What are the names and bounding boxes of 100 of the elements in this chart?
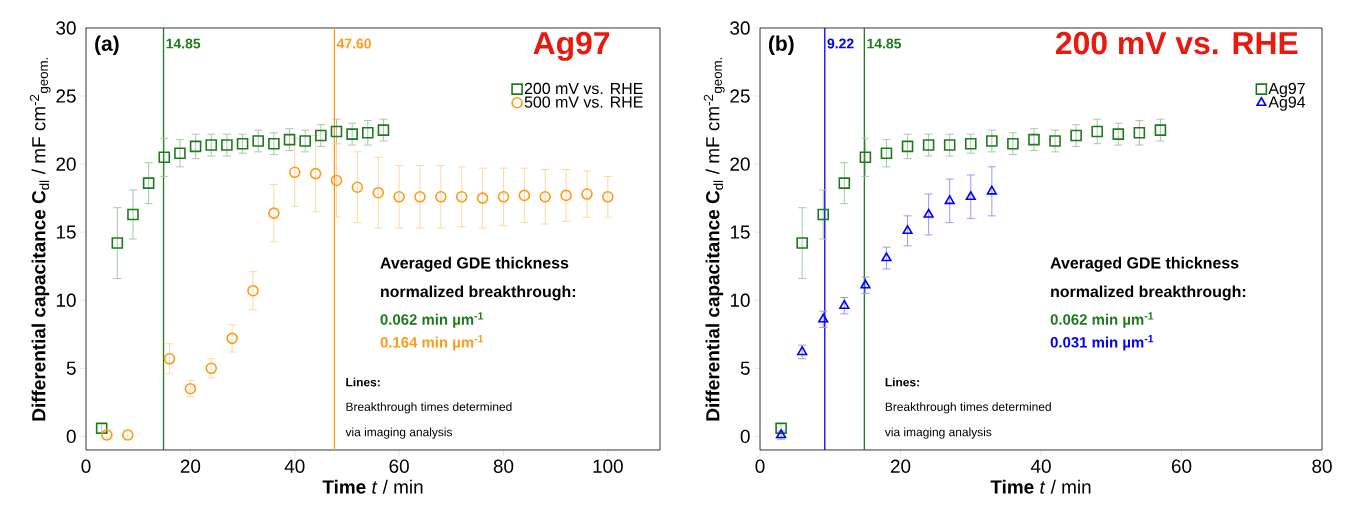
point [351,181,364,194]
y-tick-label: 10 [56,293,76,307]
point [964,137,977,150]
legend-label: 200 mV vs. RHE [524,82,643,95]
x-tick-label: 20 [180,459,201,473]
legend-label: Ag97 [1268,82,1305,98]
point [142,177,155,189]
point [414,190,426,203]
point [1028,133,1040,146]
point [602,190,614,203]
x-tick-label: 40 [1030,459,1051,473]
x-axis-title: Time t / min [322,479,423,494]
point [1007,137,1019,150]
point [247,284,259,297]
point [393,190,405,203]
point [880,147,893,160]
annotation: (b) [769,35,794,56]
point [111,237,124,249]
annotation: Averaged GDE thickness [1050,256,1239,272]
y-tick-label: 0 [740,429,750,444]
x-tick-label: 20 [890,459,911,473]
point [1133,127,1146,139]
y-axis-title: Differential capacitance C$_{dl}$ / mF cm$^{-2}$geom. [703,57,725,421]
y-tick-label: 15 [56,225,76,239]
point [986,185,997,195]
annotation: Lines: [346,377,380,387]
point [288,166,301,179]
annotation: 0.062 min µm$^{-1}$ [380,312,484,328]
point [346,128,358,140]
point [476,192,489,204]
y-tick-label: 0 [66,429,76,444]
annotation: Averaged GDE thickness [380,256,569,272]
point [174,147,186,160]
x-tick-label: 60 [1171,459,1192,473]
annotation: via imaging analysis [884,427,992,439]
y-tick-label: 25 [56,89,76,103]
point [236,137,249,150]
point [881,252,892,262]
annotation: Breakthrough times determined [885,402,1051,414]
annotation: Lines: [885,377,919,387]
y-tick-label: 25 [730,89,750,103]
y-tick-label: 20 [730,157,750,171]
point [455,190,468,203]
point [283,133,296,146]
point [902,225,913,235]
y-tick-label: 20 [56,157,76,171]
point [1049,135,1061,147]
legend-label: Ag94 [1268,96,1306,111]
y-tick-label: 10 [730,293,750,307]
point [268,207,280,219]
point [362,127,374,139]
annotation: (a) [95,35,119,56]
y-tick-label: 5 [740,361,750,375]
x-tick-label: 60 [389,459,409,473]
point [838,177,851,189]
point [309,167,322,180]
x-tick-label: 80 [493,459,514,473]
y-tick-label: 30 [730,21,750,35]
point [127,208,139,221]
point [1091,125,1104,138]
point [797,346,808,356]
x-axis-title: Time t / min [990,479,1091,494]
x-tick-label: 0 [81,459,91,473]
ref-line-label: 47.60 [336,38,371,49]
point [901,140,914,153]
point [965,190,976,201]
point [377,124,390,136]
x-tick-label: 40 [284,459,305,473]
y-tick-label: 30 [56,21,76,35]
x-tick-label: 80 [1312,459,1332,473]
point [922,139,935,151]
point [205,362,218,375]
annotation: normalized breakthrough: [1051,285,1246,301]
point [923,208,934,218]
point [497,190,510,203]
ref-line-label: 9.22 [827,38,854,49]
point [268,137,280,150]
point [189,140,202,153]
annotation: via imaging analysis [345,427,453,439]
point [1154,124,1167,136]
chart-title: Ag97 [533,31,610,61]
point [796,237,808,249]
point [581,188,593,200]
annotation: 0.031 min µm$^{-1}$ [1050,335,1154,351]
point [817,208,830,221]
point [560,189,572,202]
point [221,139,233,151]
point [330,125,343,138]
y-tick-label: 15 [730,225,750,239]
annotation: 0.062 min µm$^{-1}$ [1050,312,1154,328]
point [330,174,343,187]
point [163,352,176,365]
point [859,151,872,164]
y-tick-label: 5 [66,361,76,375]
point [252,135,265,147]
point [372,186,385,199]
ref-line-label: 14.85 [867,38,902,49]
point [1112,128,1125,140]
point [539,190,552,203]
legend-label: 500 mV vs. RHE [524,96,643,108]
